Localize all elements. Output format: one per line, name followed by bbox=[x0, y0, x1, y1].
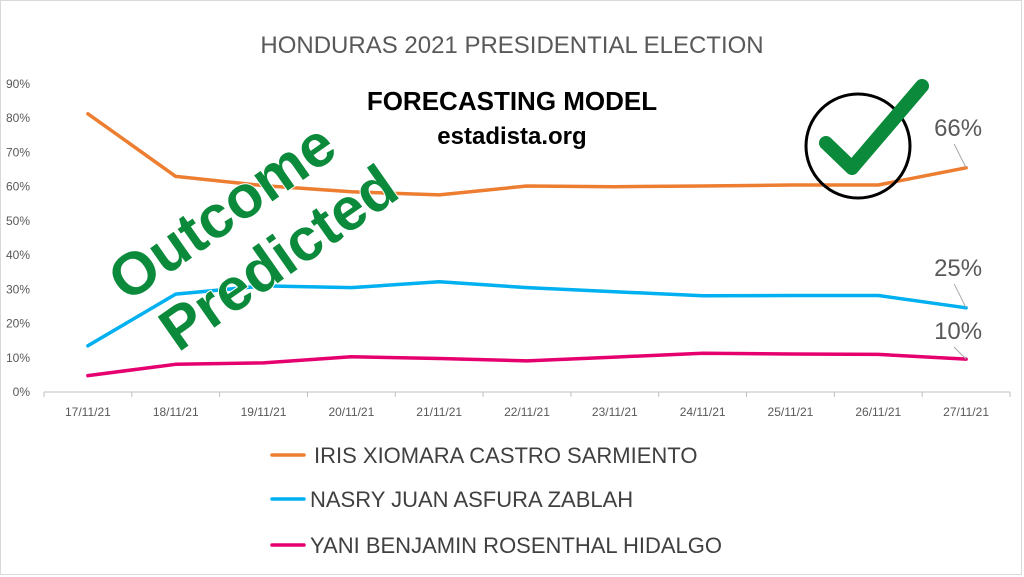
x-tick-label: 17/11/21 bbox=[65, 405, 111, 419]
data-point bbox=[262, 184, 266, 188]
chart-subtitle: FORECASTING MODEL bbox=[367, 86, 657, 116]
data-point bbox=[525, 359, 529, 363]
data-point bbox=[788, 183, 792, 187]
data-point bbox=[788, 352, 792, 356]
data-point bbox=[701, 184, 705, 188]
data-point bbox=[262, 361, 266, 365]
data-point bbox=[437, 356, 441, 360]
data-point bbox=[613, 355, 617, 359]
data-point bbox=[876, 183, 880, 187]
data-point bbox=[349, 190, 353, 194]
y-axis: 0% 10% 20% 30% 40% 50% 60% 70% 80% 90% bbox=[6, 77, 30, 399]
end-label-leader bbox=[953, 143, 967, 169]
source-label: estadista.org bbox=[437, 123, 586, 150]
data-point bbox=[525, 286, 529, 290]
data-point bbox=[701, 294, 705, 298]
data-point bbox=[613, 290, 617, 294]
data-point bbox=[86, 374, 90, 378]
end-data-label: 66% bbox=[934, 115, 982, 142]
end-data-label: 25% bbox=[934, 255, 982, 282]
checkmark-icon bbox=[819, 79, 929, 175]
data-point bbox=[174, 174, 178, 178]
data-point bbox=[174, 292, 178, 296]
x-tick-label: 26/11/21 bbox=[855, 405, 901, 419]
y-tick-label: 0% bbox=[13, 385, 31, 399]
data-point bbox=[437, 193, 441, 197]
y-tick-label: 50% bbox=[6, 214, 30, 228]
x-tick-label: 19/11/21 bbox=[241, 405, 287, 419]
end-data-label: 10% bbox=[934, 318, 982, 345]
outcome-stamp: Outcome Predicted bbox=[95, 109, 410, 365]
x-axis: 17/11/21 18/11/21 19/11/21 20/11/21 21/11/21… bbox=[43, 391, 1011, 419]
y-tick-label: 40% bbox=[6, 248, 30, 262]
legend-label: YANI BENJAMIN ROSENTHAL HIDALGO bbox=[310, 533, 722, 558]
data-point bbox=[525, 184, 529, 188]
x-tick-label: 18/11/21 bbox=[153, 405, 199, 419]
x-tick-label: 27/11/21 bbox=[943, 405, 989, 419]
series-lines bbox=[86, 112, 968, 378]
data-point bbox=[613, 185, 617, 189]
end-labels: 66% 25% 10% bbox=[934, 115, 982, 360]
y-tick-label: 80% bbox=[6, 111, 30, 125]
y-tick-label: 30% bbox=[6, 282, 30, 296]
data-point bbox=[86, 112, 90, 116]
x-tick-label: 25/11/21 bbox=[768, 405, 814, 419]
data-point bbox=[174, 362, 178, 366]
data-point bbox=[876, 352, 880, 356]
x-tick-label: 20/11/21 bbox=[328, 405, 374, 419]
y-tick-label: 10% bbox=[6, 351, 30, 365]
x-tick-label: 23/11/21 bbox=[592, 405, 638, 419]
y-tick-label: 70% bbox=[6, 145, 30, 159]
x-tick-label: 24/11/21 bbox=[680, 405, 726, 419]
data-point bbox=[701, 351, 705, 355]
x-tick-label: 22/11/21 bbox=[504, 405, 550, 419]
x-tick-label: 21/11/21 bbox=[416, 405, 462, 419]
chart-title: HONDURAS 2021 PRESIDENTIAL ELECTION bbox=[260, 32, 763, 59]
y-tick-label: 90% bbox=[6, 77, 30, 91]
legend-label: NASRY JUAN ASFURA ZABLAH bbox=[310, 487, 633, 512]
data-point bbox=[876, 293, 880, 297]
data-point bbox=[262, 284, 266, 288]
data-point bbox=[437, 280, 441, 284]
y-tick-label: 60% bbox=[6, 180, 30, 194]
checkmark-badge bbox=[804, 79, 929, 200]
data-point bbox=[349, 286, 353, 290]
end-label-leader bbox=[953, 283, 967, 309]
legend-label: IRIS XIOMARA CASTRO SARMIENTO bbox=[314, 443, 697, 468]
series-line bbox=[86, 351, 968, 378]
legend: IRIS XIOMARA CASTRO SARMIENTO NASRY JUAN … bbox=[270, 443, 722, 558]
y-tick-label: 20% bbox=[6, 317, 30, 331]
end-label-leader bbox=[953, 346, 967, 360]
badge-circle bbox=[804, 92, 912, 200]
data-point bbox=[349, 355, 353, 359]
data-point bbox=[86, 344, 90, 348]
data-point bbox=[788, 293, 792, 297]
